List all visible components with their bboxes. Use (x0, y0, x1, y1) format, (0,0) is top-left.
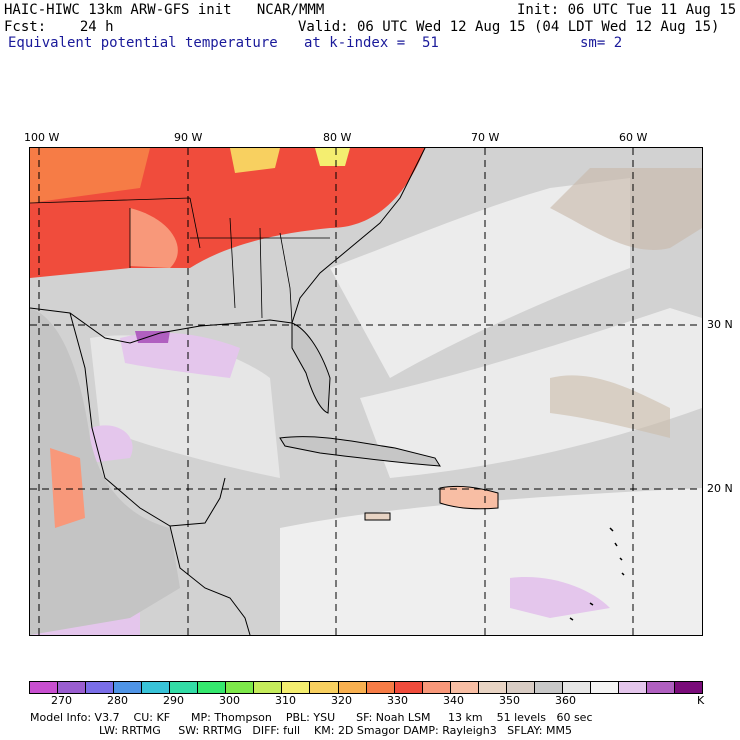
lon-label-70w: 70 W (471, 131, 500, 144)
gulf-purple-patch (135, 331, 170, 343)
us-yellow-patch (230, 148, 280, 173)
colorbar-segment (675, 682, 703, 693)
us-orange-northwest (30, 148, 150, 203)
init-time: Init: 06 UTC Tue 11 Aug 15 (517, 2, 737, 18)
lat-label-30n: 30 N (707, 318, 733, 331)
colorbar-unit: K (697, 694, 705, 707)
hispaniola-land (439, 485, 499, 510)
colorbar-segment (142, 682, 171, 693)
colorbar-tick-label: 340 (443, 694, 464, 707)
colorbar-segment (86, 682, 115, 693)
colorbar-segment (562, 682, 591, 693)
colorbar-segment (534, 682, 563, 693)
colorbar-segment (226, 682, 255, 693)
colorbar-segment (254, 682, 283, 693)
smoothing-value: sm= 2 (580, 35, 623, 51)
lesser-antilles (569, 527, 625, 621)
colorbar-segment (450, 682, 479, 693)
colorbar-tick-label: 330 (387, 694, 408, 707)
mexico-coastline (69, 312, 226, 527)
colorbar-tick-label: 270 (51, 694, 72, 707)
field-name: Equivalent potential temperature (8, 35, 278, 51)
gulf-light-region (90, 335, 280, 478)
colorbar-segment (310, 682, 339, 693)
lon-label-90w: 90 W (174, 131, 203, 144)
colorbar-segment (198, 682, 227, 693)
colorbar-tick-label: 290 (163, 694, 184, 707)
colorbar-segment (394, 682, 423, 693)
colorbar (29, 681, 703, 694)
mexico-land (30, 308, 180, 635)
model-info-line: Model Info: V3.7 CU: KF MP: Thompson PBL… (30, 711, 593, 724)
colorbar-segment (590, 682, 619, 693)
colorbar-segment (618, 682, 648, 693)
model-title: HAIC-HIWC 13km ARW-GFS init NCAR/MMM (4, 2, 325, 18)
caribbean-lavender (510, 577, 610, 618)
colorbar-segment (58, 682, 87, 693)
lon-label-80w: 80 W (323, 131, 352, 144)
level-index: at k-index = 51 (304, 35, 439, 51)
colorbar-tick-label: 360 (555, 694, 576, 707)
lat-label-20n: 20 N (707, 482, 733, 495)
us-salmon-patch (130, 208, 178, 268)
colorbar-segment (170, 682, 199, 693)
colorbar-tick-label: 320 (331, 694, 352, 707)
atlantic-light-band-2 (360, 308, 702, 478)
lon-label-60w: 60 W (619, 131, 648, 144)
colorbar-segment (282, 682, 311, 693)
colorbar-tick-label: 350 (499, 694, 520, 707)
gulf-lavender-1 (120, 332, 240, 378)
colorbar-segment (366, 682, 395, 693)
colorbar-segment (506, 682, 535, 693)
colorbar-segment (478, 682, 507, 693)
physics-info-line: LW: RRTMG SW: RRTMG DIFF: full KM: 2D Sm… (99, 724, 572, 737)
state-borders (30, 197, 330, 324)
theta-e-map (29, 147, 703, 636)
colorbar-segment (114, 682, 143, 693)
tan-patch-mid (550, 375, 670, 438)
cuba-land (279, 436, 441, 467)
atlantic-coastline (291, 148, 426, 324)
colorbar-segment (647, 682, 676, 693)
atlantic-light-band-1 (330, 178, 630, 378)
colorbar-tick-label: 300 (219, 694, 240, 707)
map-canvas (30, 148, 702, 635)
jamaica-land (364, 512, 391, 521)
tan-patch-north (550, 168, 702, 250)
colorbar-segment (422, 682, 451, 693)
colorbar-tick-label: 280 (107, 694, 128, 707)
gulf-lavender-2 (90, 425, 133, 463)
lon-label-100w: 100 W (24, 131, 60, 144)
us-yellow-patch-2 (315, 148, 350, 166)
valid-time: Valid: 06 UTC Wed 12 Aug 15 (04 LDT Wed … (298, 19, 720, 35)
forecast-hour: Fcst: 24 h (4, 19, 114, 35)
central-america-coastline (169, 525, 251, 635)
colorbar-segment (338, 682, 367, 693)
mexico-salmon-patch (50, 448, 85, 528)
colorbar-segment (30, 682, 59, 693)
graticule (30, 148, 702, 635)
florida-land (291, 322, 331, 414)
gulf-coastline (30, 307, 293, 344)
colorbar-tick-label: 310 (275, 694, 296, 707)
